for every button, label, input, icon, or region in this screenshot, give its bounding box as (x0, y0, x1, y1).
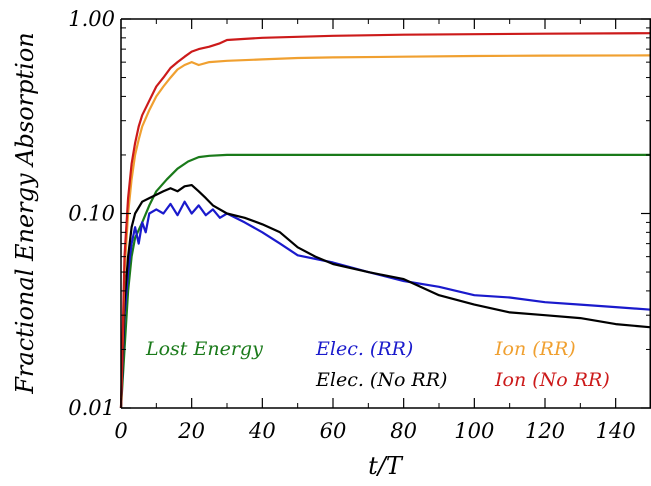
series-line-2 (119, 184, 651, 409)
legend-entry-1: Elec. (RR) (315, 338, 413, 360)
axes-layer: 0 20 40 60 80 100 120 140 0.01 0.10 1.00 (68, 7, 651, 443)
x-tick-label: 120 (525, 419, 565, 443)
legend-entry-2: Ion (RR) (494, 338, 576, 360)
x-axis-title: t/T (368, 452, 404, 480)
x-tick-label: 40 (248, 419, 276, 443)
legend-entry-4: Ion (No RR) (494, 369, 610, 391)
series-layer (119, 32, 651, 409)
legend: Lost Energy Elec. (RR) Ion (RR) Elec. (No R… (145, 338, 610, 391)
x-tick-label: 80 (390, 419, 417, 443)
y-tick-label: 0.10 (68, 202, 115, 226)
x-tick-label: 0 (114, 419, 127, 443)
y-tick-label: 0.01 (68, 396, 115, 420)
series-line-3 (119, 54, 651, 409)
series-line-4 (119, 32, 651, 409)
x-tick-label: 100 (454, 419, 494, 443)
legend-entry-3: Elec. (No RR) (315, 369, 447, 391)
series-line-0 (119, 153, 651, 409)
x-tick-label: 60 (320, 419, 347, 443)
series-line-1 (119, 200, 651, 409)
x-tick-label: 20 (177, 419, 205, 443)
legend-entry-0: Lost Energy (145, 338, 263, 360)
x-tick-label: 140 (596, 419, 636, 443)
y-tick-label: 1.00 (68, 7, 115, 31)
y-axis-title: Fractional Energy Absorption (11, 32, 39, 394)
